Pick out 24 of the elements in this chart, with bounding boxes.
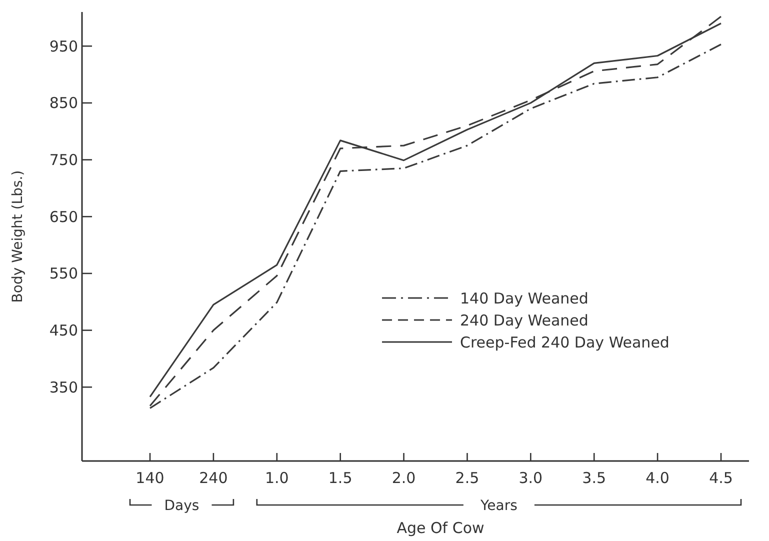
y-tick-label: 450	[49, 322, 78, 340]
y-tick-label: 750	[49, 151, 78, 170]
x-axis-title: Age Of Cow	[396, 519, 484, 537]
y-tick-label: 350	[49, 378, 78, 396]
legend-label: 240 Day Weaned	[460, 311, 588, 330]
y-tick-label: 950	[49, 37, 78, 56]
y-tick-label: 550	[49, 264, 78, 283]
y-axis-title: Body Weight (Lbs.)	[10, 170, 26, 303]
x-tick-label: 4.5	[709, 469, 733, 487]
x-tick-label: 140	[136, 469, 164, 487]
text: Years	[479, 498, 518, 514]
legend-label: 140 Day Weaned	[460, 289, 588, 308]
x-tick-label: 1.5	[328, 469, 352, 487]
x-tick-label: 2.5	[455, 469, 480, 487]
x-tick-label: 4.0	[646, 469, 670, 487]
x-tick-label: 3.0	[518, 469, 543, 487]
text: Days	[164, 498, 200, 514]
x-tick-label: 3.5	[582, 469, 606, 487]
x-tick-label: 240	[199, 469, 228, 487]
legend-label: Creep-Fed 240 Day Weaned	[460, 333, 670, 352]
y-tick-label: 650	[49, 208, 78, 226]
x-tick-label: 2.0	[392, 469, 416, 487]
x-tick-label: 1.0	[264, 469, 289, 487]
y-tick-label: 850	[49, 94, 78, 112]
